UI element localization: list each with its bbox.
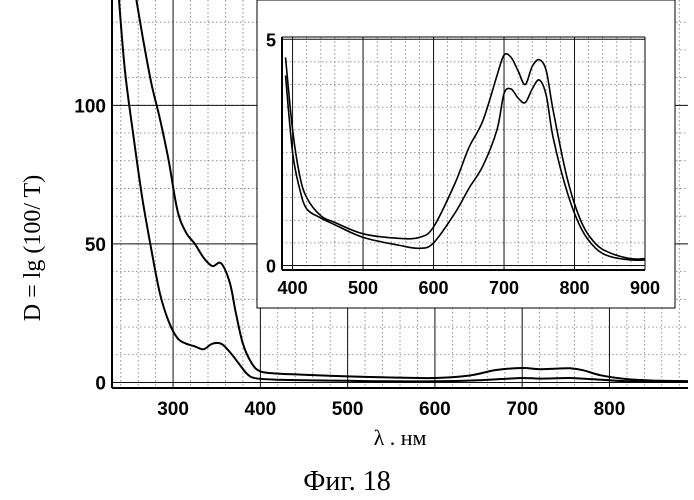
y-tick-label: 100 xyxy=(74,96,106,117)
inset-frame xyxy=(256,0,676,309)
x-tick-label: 800 xyxy=(594,399,626,420)
y-tick-label: 0 xyxy=(95,373,106,394)
inset-plot: 400 500 600 700 800 900 0 5 xyxy=(256,0,676,309)
main-series-lines xyxy=(118,0,689,383)
main-axes xyxy=(111,0,688,389)
inset-tick-labels: 400 500 600 700 800 900 0 5 xyxy=(266,30,660,298)
x-axis-label: λ . нм xyxy=(374,425,427,450)
x-tick-label: 400 xyxy=(245,399,277,420)
inset-grid xyxy=(282,37,646,270)
y-tick-label: 0 xyxy=(266,256,276,276)
x-tick-label: 700 xyxy=(489,278,519,298)
x-tick-label: 600 xyxy=(419,399,451,420)
series-line-2 xyxy=(284,52,646,260)
x-tick-label: 500 xyxy=(348,278,378,298)
y-tick-label: 5 xyxy=(266,30,276,50)
series-line-2 xyxy=(135,0,689,383)
x-tick-label: 500 xyxy=(332,399,364,420)
figure-caption: Фиг. 18 xyxy=(303,466,390,497)
x-tick-label: 800 xyxy=(559,278,589,298)
main-tick-labels: 300 400 500 600 700 800 0 50 100 xyxy=(74,96,625,420)
x-tick-label: 900 xyxy=(630,278,660,298)
inset-axes xyxy=(256,0,676,309)
series-line-1 xyxy=(284,75,646,262)
y-tick-label: 50 xyxy=(85,235,106,256)
x-tick-label: 600 xyxy=(419,278,449,298)
x-tick-label: 700 xyxy=(506,399,538,420)
series-line-1 xyxy=(118,0,689,383)
x-tick-label: 300 xyxy=(157,399,189,420)
y-axis-label: D = lg (100/ T) xyxy=(20,175,46,321)
x-tick-label: 400 xyxy=(278,278,308,298)
inset-series-lines xyxy=(284,52,646,262)
